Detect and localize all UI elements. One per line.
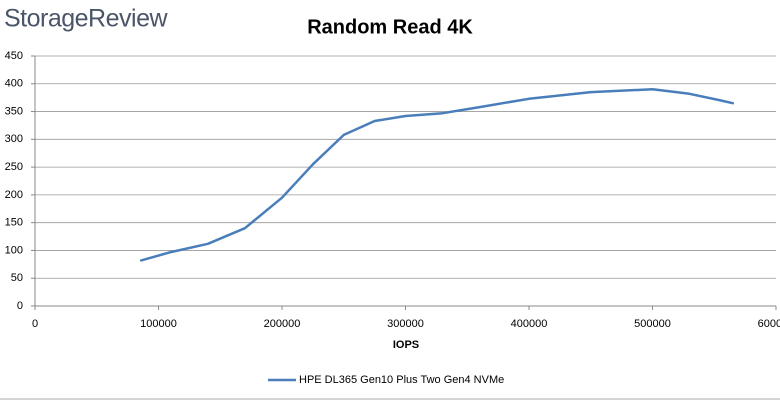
x-tick-label: 0: [32, 318, 38, 330]
y-tick-label: 50: [11, 272, 23, 284]
x-tick-label: 500000: [634, 318, 671, 330]
x-tick-label: 200000: [264, 318, 301, 330]
y-tick-label: 350: [5, 105, 23, 117]
y-tick-label: 100: [5, 244, 23, 256]
x-tick-label: 300000: [387, 318, 424, 330]
x-tick-label: 100000: [140, 318, 177, 330]
chart-title: Random Read 4K: [307, 16, 473, 38]
y-tick-label: 400: [5, 78, 23, 90]
y-tick-label: 450: [5, 50, 23, 62]
legend-label: HPE DL365 Gen10 Plus Two Gen4 NVMe: [299, 374, 504, 386]
x-tick-label: 600000: [758, 318, 780, 330]
y-tick-label: 150: [5, 217, 23, 229]
x-axis-label: IOPS: [393, 339, 419, 351]
logo: StorageReview: [4, 5, 168, 33]
y-tick-label: 0: [17, 300, 23, 312]
y-tick-label: 300: [5, 133, 23, 145]
y-tick-label: 250: [5, 161, 23, 173]
data-line: [139, 88, 735, 262]
y-tick-label: 200: [5, 189, 23, 201]
x-tick-label: 400000: [511, 318, 548, 330]
